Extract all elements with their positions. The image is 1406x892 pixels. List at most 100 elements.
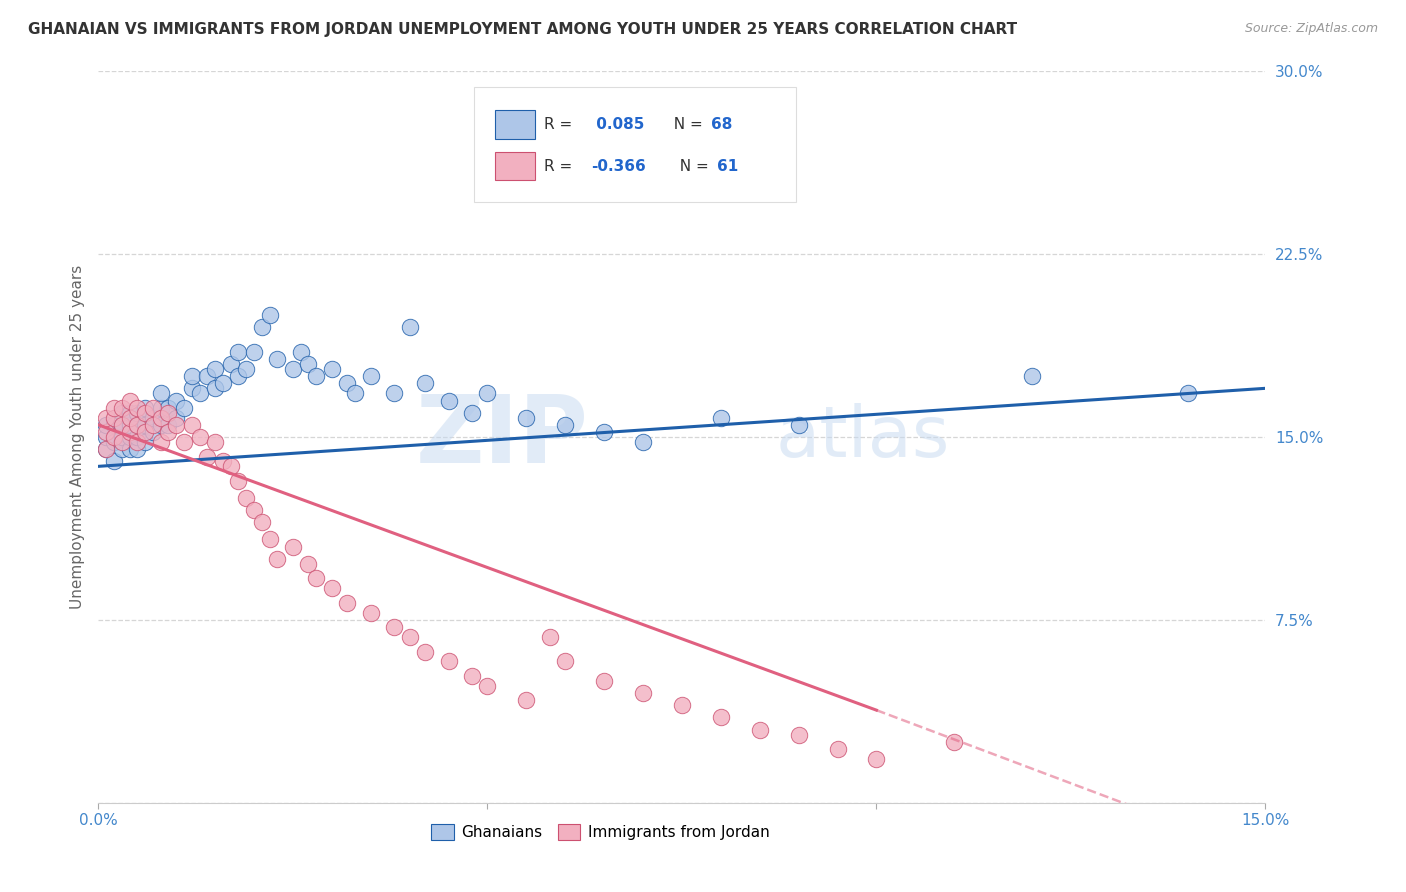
- Point: [235, 361, 257, 376]
- Point: [157, 406, 180, 420]
- Point: [149, 417, 172, 432]
- Point: [127, 442, 149, 457]
- Point: [134, 417, 156, 432]
- Point: [787, 417, 810, 432]
- Point: [118, 393, 141, 408]
- Point: [149, 434, 172, 449]
- Point: [943, 735, 966, 749]
- Point: [297, 357, 319, 371]
- Point: [382, 386, 405, 401]
- Point: [149, 386, 172, 401]
- Point: [437, 654, 460, 668]
- Text: -0.366: -0.366: [591, 159, 645, 174]
- Point: [477, 679, 499, 693]
- FancyBboxPatch shape: [495, 110, 534, 138]
- Point: [173, 401, 195, 415]
- Point: [157, 417, 180, 432]
- Point: [250, 516, 273, 530]
- Point: [118, 430, 141, 444]
- Point: [281, 540, 304, 554]
- Point: [195, 369, 218, 384]
- Point: [538, 630, 561, 644]
- Point: [281, 361, 304, 376]
- Point: [593, 673, 616, 688]
- Point: [515, 410, 537, 425]
- Point: [1021, 369, 1043, 384]
- Point: [266, 552, 288, 566]
- Point: [515, 693, 537, 707]
- Point: [103, 417, 125, 432]
- Point: [398, 320, 420, 334]
- Point: [111, 430, 134, 444]
- Point: [173, 434, 195, 449]
- Point: [477, 386, 499, 401]
- Point: [710, 710, 733, 724]
- Point: [118, 417, 141, 432]
- Point: [593, 425, 616, 440]
- Point: [118, 425, 141, 440]
- Point: [96, 410, 118, 425]
- Point: [228, 344, 250, 359]
- Point: [228, 474, 250, 488]
- Point: [305, 369, 328, 384]
- Point: [111, 401, 134, 415]
- Point: [360, 606, 382, 620]
- Point: [219, 459, 242, 474]
- Point: [212, 376, 235, 391]
- Point: [413, 645, 436, 659]
- Point: [710, 410, 733, 425]
- Point: [103, 410, 125, 425]
- Point: [188, 430, 211, 444]
- Point: [180, 369, 202, 384]
- Point: [437, 393, 460, 408]
- Point: [336, 376, 359, 391]
- Point: [631, 686, 654, 700]
- Point: [111, 442, 134, 457]
- Point: [149, 410, 172, 425]
- Point: [165, 410, 187, 425]
- Point: [103, 430, 125, 444]
- Text: 0.085: 0.085: [591, 117, 644, 132]
- Text: 68: 68: [711, 117, 733, 132]
- Point: [250, 320, 273, 334]
- Point: [266, 352, 288, 367]
- FancyBboxPatch shape: [474, 87, 796, 202]
- Point: [297, 557, 319, 571]
- Point: [259, 308, 281, 322]
- Point: [118, 442, 141, 457]
- Point: [96, 425, 118, 440]
- Point: [321, 581, 343, 595]
- Point: [461, 669, 484, 683]
- Point: [212, 454, 235, 468]
- Point: [671, 698, 693, 713]
- Point: [461, 406, 484, 420]
- Point: [360, 369, 382, 384]
- Point: [127, 406, 149, 420]
- Point: [96, 442, 118, 457]
- Text: GHANAIAN VS IMMIGRANTS FROM JORDAN UNEMPLOYMENT AMONG YOUTH UNDER 25 YEARS CORRE: GHANAIAN VS IMMIGRANTS FROM JORDAN UNEMP…: [28, 22, 1018, 37]
- Point: [748, 723, 770, 737]
- Point: [243, 344, 266, 359]
- Point: [204, 381, 226, 395]
- Point: [219, 357, 242, 371]
- Point: [180, 381, 202, 395]
- Point: [554, 654, 576, 668]
- Point: [142, 410, 165, 425]
- Point: [235, 491, 257, 505]
- Point: [127, 417, 149, 432]
- Point: [398, 630, 420, 644]
- FancyBboxPatch shape: [495, 152, 534, 180]
- Point: [103, 454, 125, 468]
- Point: [195, 450, 218, 464]
- Legend: Ghanaians, Immigrants from Jordan: Ghanaians, Immigrants from Jordan: [425, 817, 776, 847]
- Point: [180, 417, 202, 432]
- Text: R =: R =: [544, 159, 578, 174]
- Point: [103, 434, 125, 449]
- Point: [554, 417, 576, 432]
- Text: N =: N =: [671, 159, 714, 174]
- Point: [111, 406, 134, 420]
- Text: Source: ZipAtlas.com: Source: ZipAtlas.com: [1244, 22, 1378, 36]
- Text: atlas: atlas: [775, 402, 949, 472]
- Point: [111, 417, 134, 432]
- Point: [321, 361, 343, 376]
